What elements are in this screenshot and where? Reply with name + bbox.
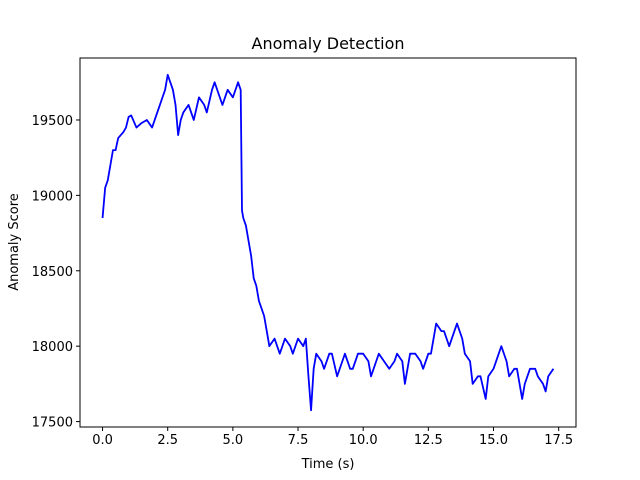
y-tick-label: 19500 [32,114,73,129]
plot-frame [79,57,577,428]
y-tick-label: 19000 [32,189,73,204]
y-tick-label: 18000 [32,340,73,355]
y-tick-label: 17500 [32,416,73,431]
x-axis-label: Time (s) [301,457,355,472]
y-axis-label: Anomaly Score [7,193,22,291]
x-tick-label: 15.0 [479,433,508,448]
chart-title: Anomaly Detection [252,34,405,53]
x-tick-label: 17.5 [544,433,573,448]
y-tick-label: 18500 [32,265,73,280]
x-tick-label: 0.0 [92,433,113,448]
x-tick-label: 7.5 [288,433,309,448]
x-tick-label: 2.5 [157,433,178,448]
x-tick-label: 10.0 [349,433,378,448]
data-line [101,73,555,412]
x-tick-label: 5.0 [223,433,244,448]
x-tick-label: 12.5 [414,433,443,448]
